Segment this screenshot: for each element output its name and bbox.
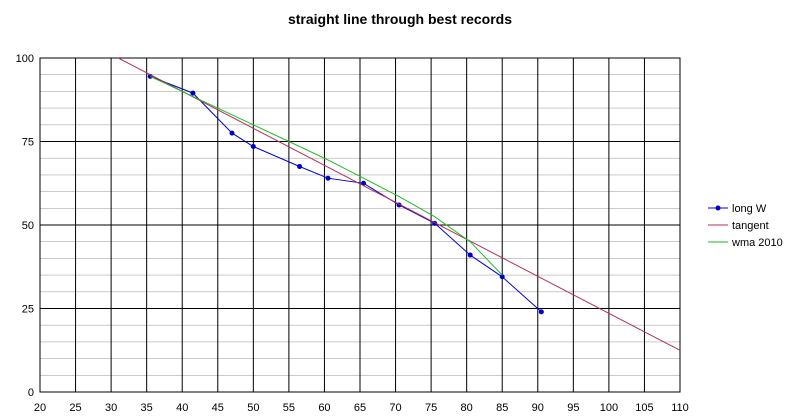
x-tick-label: 90 (532, 402, 544, 414)
legend-label-long-w: long W (732, 203, 767, 215)
y-axis-tick-labels: 0 25 50 75 100 (16, 53, 34, 399)
x-tick-label: 25 (69, 402, 81, 414)
x-tick-label: 85 (496, 402, 508, 414)
x-tick-label: 70 (389, 402, 401, 414)
plot-area-border (39, 57, 681, 393)
data-point-long-w (499, 274, 505, 280)
x-tick-label: 55 (283, 402, 295, 414)
x-tick-label: 110 (671, 402, 689, 414)
data-point-long-w (325, 175, 331, 181)
legend-label-tangent: tangent (732, 220, 769, 232)
x-tick-label: 65 (354, 402, 366, 414)
x-tick-label: 50 (247, 402, 259, 414)
x-tick-label: 95 (567, 402, 579, 414)
x-tick-label: 80 (461, 402, 473, 414)
x-axis-tick-labels: 20 25 30 35 40 45 50 55 60 65 70 75 80 85 90 95 100 105 11… (34, 402, 689, 414)
data-point-long-w (538, 309, 544, 315)
x-tick-label: 20 (34, 402, 46, 414)
x-tick-label: 60 (318, 402, 330, 414)
y-tick-label: 75 (22, 137, 34, 149)
legend-marker-long-w (715, 205, 721, 211)
data-point-long-w (190, 90, 196, 96)
series-line-wma-2010 (149, 75, 503, 276)
series-layer (117, 57, 681, 351)
x-tick-label: 75 (425, 402, 437, 414)
y-tick-label: 0 (28, 387, 34, 399)
series-line-long-w (150, 75, 542, 313)
data-point-long-w (229, 130, 235, 136)
data-point-long-w (250, 144, 256, 150)
y-tick-label: 25 (22, 304, 34, 316)
x-tick-label: 45 (212, 402, 224, 414)
x-tick-label: 30 (105, 402, 117, 414)
x-tick-label: 40 (176, 402, 188, 414)
y-tick-label: 50 (22, 220, 34, 232)
legend-label-wma-2010: wma 2010 (731, 237, 783, 249)
chart-title: straight line through best records (288, 11, 512, 27)
major-grid (39, 57, 681, 393)
x-tick-label: 105 (635, 402, 653, 414)
y-tick-label: 100 (16, 53, 34, 65)
series-line-tangent (117, 57, 681, 351)
data-point-long-w (467, 252, 473, 258)
legend: long W tangent wma 2010 (708, 203, 783, 249)
x-tick-label: 100 (600, 402, 618, 414)
data-point-long-w (297, 164, 303, 170)
x-tick-label: 35 (141, 402, 153, 414)
